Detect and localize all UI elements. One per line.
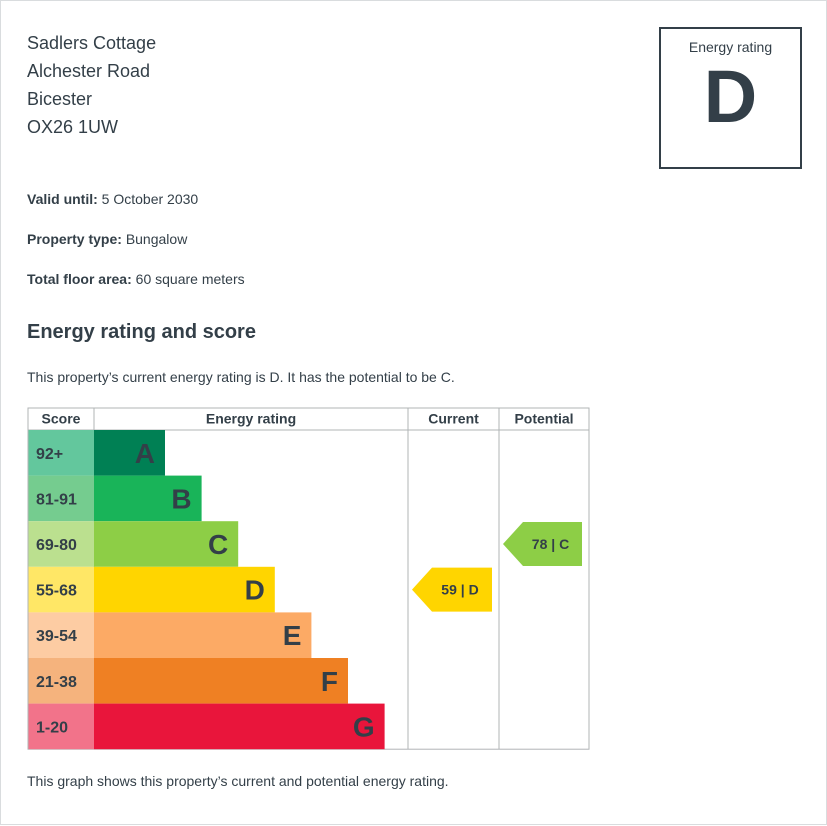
chart-header-score: Score <box>42 411 81 427</box>
score-range-a: 92+ <box>36 446 63 463</box>
score-range-c: 69-80 <box>36 537 77 554</box>
band-letter-a: A <box>135 438 155 469</box>
chart-header-rating: Energy rating <box>206 411 296 427</box>
band-bar-a <box>94 430 165 476</box>
score-cell-g <box>28 703 94 750</box>
address-line-1: Sadlers Cottage <box>27 33 157 53</box>
floor-area-label: Total floor area: <box>27 271 132 287</box>
floor-area-value: 60 square meters <box>135 271 245 287</box>
score-range-e: 39-54 <box>36 628 77 645</box>
address-line-2: Alchester Road <box>27 61 151 81</box>
address-postcode: OX26 1UW <box>27 117 119 137</box>
band-bar-b <box>94 475 202 522</box>
band-bar-e <box>94 612 312 658</box>
section-heading: Energy rating and score <box>27 321 256 343</box>
current-rating-label: 59 | D <box>441 582 478 598</box>
band-letter-g: G <box>353 711 375 742</box>
band-letter-f: F <box>321 666 338 697</box>
band-bar-g <box>94 703 385 750</box>
score-range-b: 81-91 <box>36 491 77 508</box>
chart-header-potential: Potential <box>514 411 573 427</box>
valid-until-label: Valid until: <box>27 191 98 207</box>
energy-rating-badge: Energy rating D <box>659 27 802 169</box>
score-cell-b <box>28 475 94 522</box>
chart-footnote: This graph shows this property’s current… <box>27 773 449 789</box>
band-letter-d: D <box>245 575 265 606</box>
score-cell-a <box>28 430 94 476</box>
band-bar-c <box>94 521 239 567</box>
score-range-d: 55-68 <box>36 583 77 600</box>
score-cell-c <box>28 521 94 567</box>
property-type-label: Property type: <box>27 231 122 247</box>
potential-rating-label: 78 | C <box>532 536 569 552</box>
band-bar-d <box>94 566 275 613</box>
rating-summary: This property’s current energy rating is… <box>27 369 455 385</box>
chart-border <box>27 407 590 750</box>
score-range-f: 21-38 <box>36 674 77 691</box>
address-line-3: Bicester <box>27 89 93 109</box>
chart-header-current: Current <box>428 411 479 427</box>
score-cell-d <box>28 566 94 613</box>
band-letter-c: C <box>208 529 228 560</box>
band-letter-e: E <box>283 620 302 651</box>
energy-rating-badge-value: D <box>703 55 758 138</box>
potential-rating-arrow <box>503 522 582 566</box>
valid-until-row: Valid until: 5 October 2030 <box>27 191 198 207</box>
property-type-value: Bungalow <box>125 231 188 247</box>
property-address: Sadlers Cottage Alchester Road Bicester … <box>27 29 156 141</box>
current-rating-arrow <box>412 567 492 612</box>
band-bar-f <box>94 658 348 704</box>
score-cell-f <box>28 658 94 704</box>
floor-area-row: Total floor area: 60 square meters <box>27 271 245 287</box>
score-range-g: 1-20 <box>36 719 68 736</box>
band-letter-b: B <box>171 483 191 514</box>
score-cell-e <box>28 612 94 658</box>
valid-until-value: 5 October 2030 <box>101 191 199 207</box>
energy-rating-badge-label: Energy rating <box>688 39 773 55</box>
property-type-row: Property type: Bungalow <box>27 231 187 247</box>
